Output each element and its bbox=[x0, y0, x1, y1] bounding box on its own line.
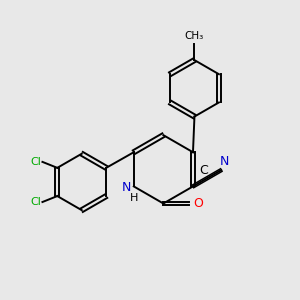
Text: Cl: Cl bbox=[30, 157, 41, 167]
Text: C: C bbox=[199, 164, 208, 177]
Text: Cl: Cl bbox=[30, 197, 41, 207]
Text: O: O bbox=[193, 197, 203, 210]
Text: N: N bbox=[122, 182, 131, 194]
Text: H: H bbox=[130, 193, 138, 203]
Text: CH₃: CH₃ bbox=[185, 32, 204, 41]
Text: N: N bbox=[220, 155, 230, 168]
